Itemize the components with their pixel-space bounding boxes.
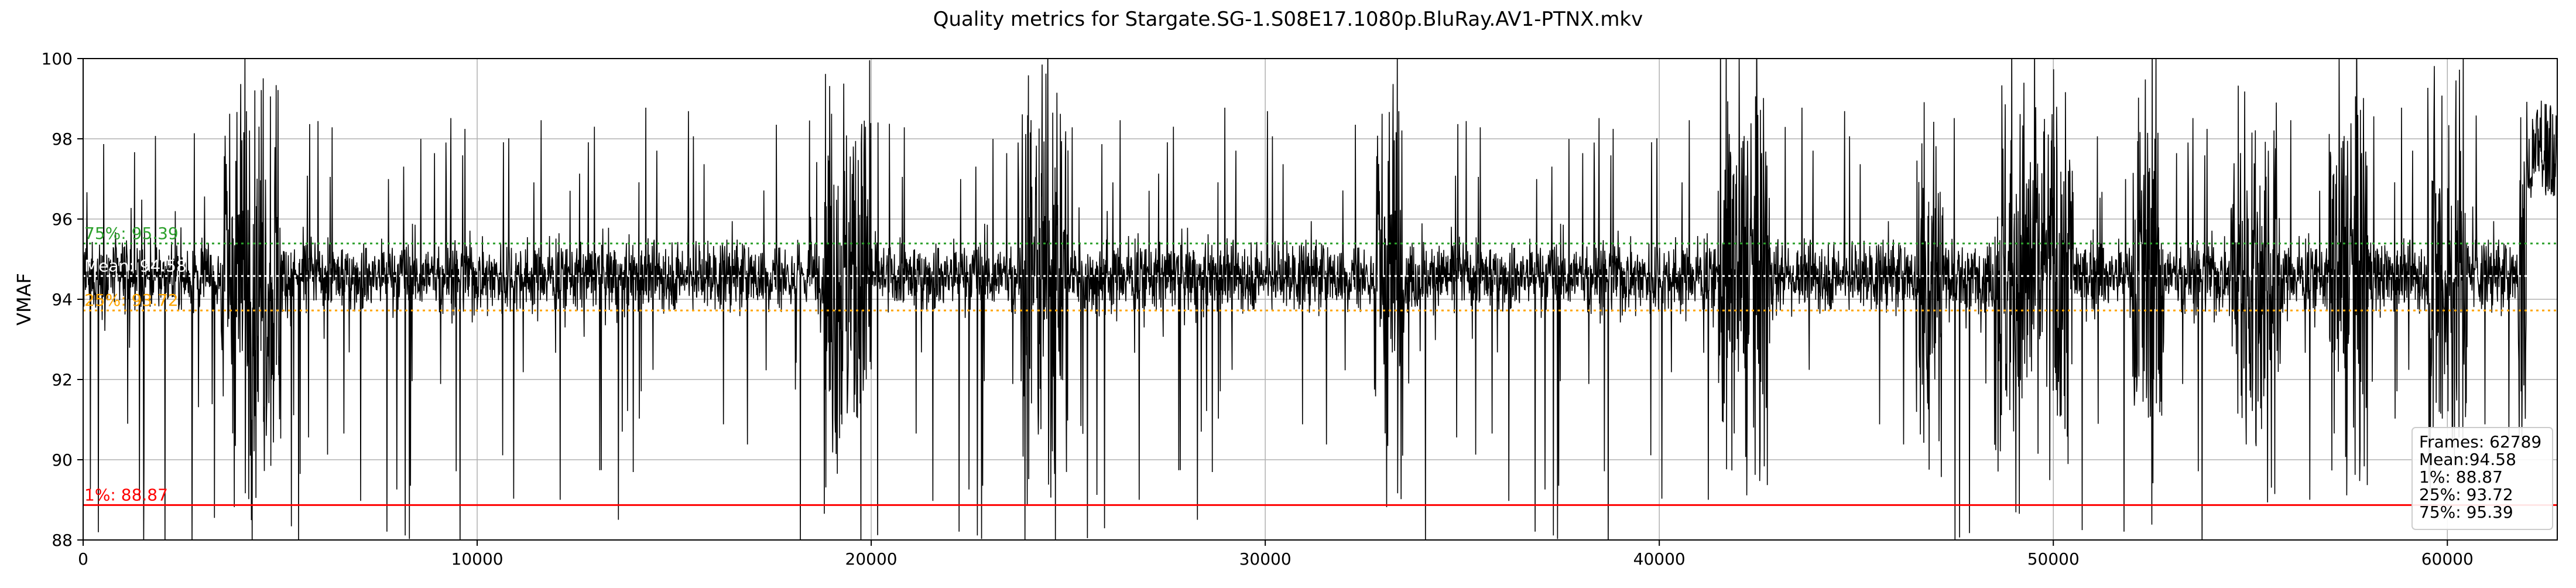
tick-layer: 0 10000 20000 30000 40000 50000 60000 88 90 92 94 9… <box>42 49 2474 569</box>
y-axis-label: VMAF <box>13 273 35 326</box>
x-tick-label-4: 40000 <box>1633 549 1686 569</box>
reference-label-1: Mean: 94.58 <box>84 256 187 275</box>
legend-mean: Mean:94.58 <box>2419 450 2516 469</box>
x-tick-label-0: 0 <box>78 549 88 569</box>
legend-25pct: 25%: 93.72 <box>2419 485 2513 504</box>
series-layer <box>83 59 2557 540</box>
legend-frames: Frames: 62789 <box>2419 432 2541 452</box>
x-tick-label-5: 50000 <box>2027 549 2080 569</box>
y-tick-label-5: 98 <box>52 129 73 149</box>
y-tick-label-0: 88 <box>52 531 73 550</box>
legend-box <box>2411 427 2553 530</box>
vmaf-series-line <box>83 59 2557 540</box>
chart-title: Quality metrics for Stargate.SG-1.S08E17… <box>933 8 1643 31</box>
y-tick-label-4: 96 <box>52 210 73 229</box>
reference-label-0: 75%: 95.39 <box>84 224 179 243</box>
legend-75pct: 75%: 95.39 <box>2419 502 2513 522</box>
y-tick-label-6: 100 <box>42 49 73 69</box>
x-tick-label-2: 20000 <box>845 549 898 569</box>
legend-1pct: 1%: 88.87 <box>2419 467 2503 487</box>
x-tick-label-6: 60000 <box>2421 549 2474 569</box>
x-tick-label-3: 30000 <box>1239 549 1292 569</box>
y-tick-label-3: 94 <box>52 290 73 309</box>
reference-label-2: 25%: 93.72 <box>84 290 179 310</box>
reference-label-3: 1%: 88.87 <box>84 485 168 504</box>
y-tick-label-1: 90 <box>52 450 73 470</box>
x-tick-label-1: 10000 <box>451 549 503 569</box>
stats-legend: Frames: 62789 Mean:94.58 1%: 88.87 25%: … <box>2411 427 2553 530</box>
y-tick-label-2: 92 <box>52 370 73 389</box>
